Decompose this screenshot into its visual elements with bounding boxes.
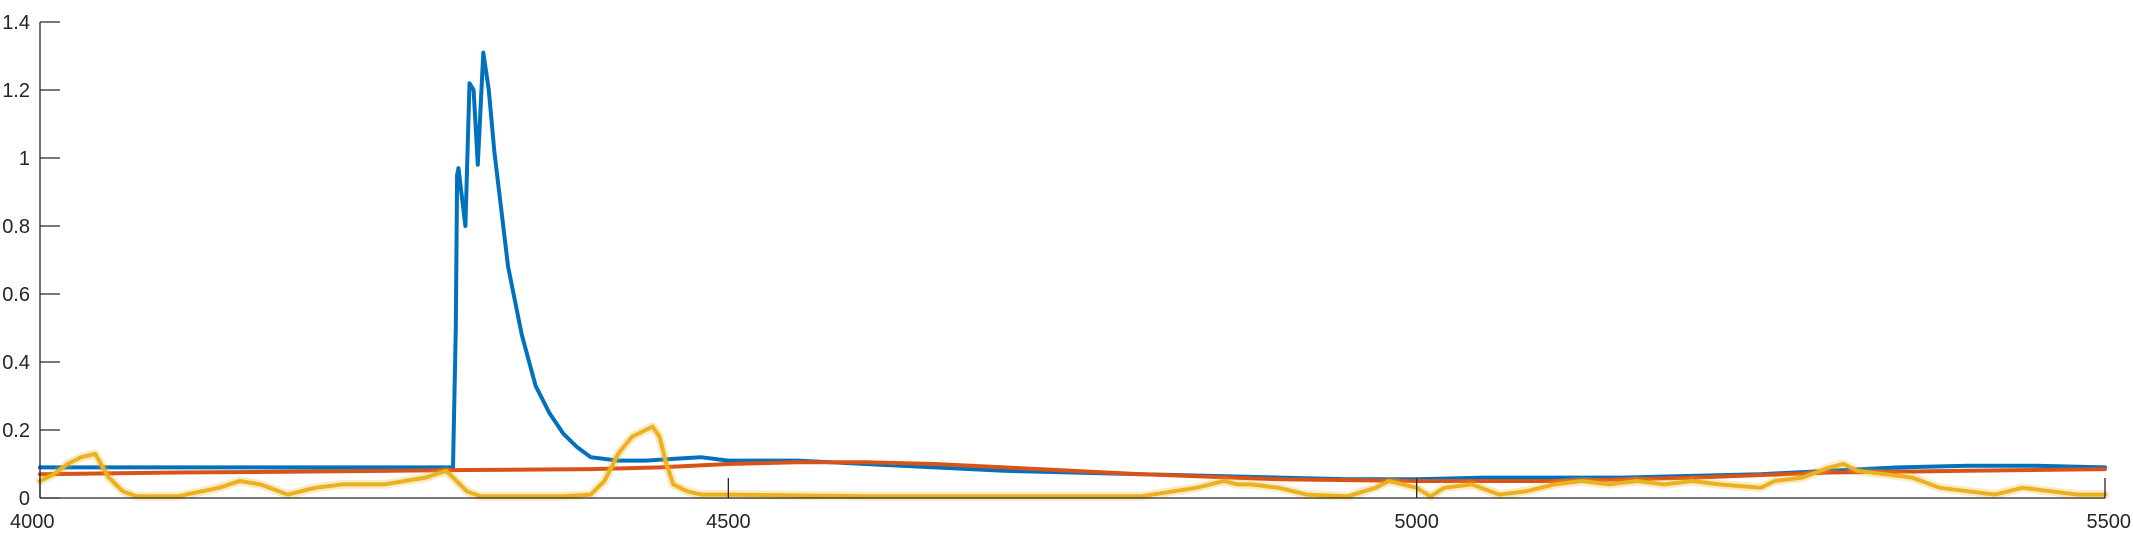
x-tick-label: 4000	[10, 511, 55, 533]
x-tick-label: 4500	[706, 511, 751, 533]
y-tick-label: 0.8	[2, 216, 30, 238]
y-tick-label: 1.2	[2, 80, 30, 102]
series-line-yellow	[38, 424, 2107, 499]
plot-group	[35, 50, 2110, 501]
series-line-orange	[38, 460, 2107, 483]
y-tick-label: 0.6	[2, 284, 30, 306]
y-tick-label: 0.2	[2, 420, 30, 442]
y-tick-label: 1.4	[2, 12, 30, 34]
x-tick-label: 5500	[2087, 511, 2132, 533]
y-tick-label: 0.4	[2, 352, 30, 374]
y-tick-label: 0	[19, 488, 30, 510]
y-tick-label: 1	[19, 148, 30, 170]
axes-group: 0 0.2 0.4 0.6 0.8 1 1.2 1.4 4000 4500 5000 5500	[2, 12, 2131, 533]
series-line-blue	[38, 50, 2107, 482]
x-tick-label: 5000	[1394, 511, 1439, 533]
